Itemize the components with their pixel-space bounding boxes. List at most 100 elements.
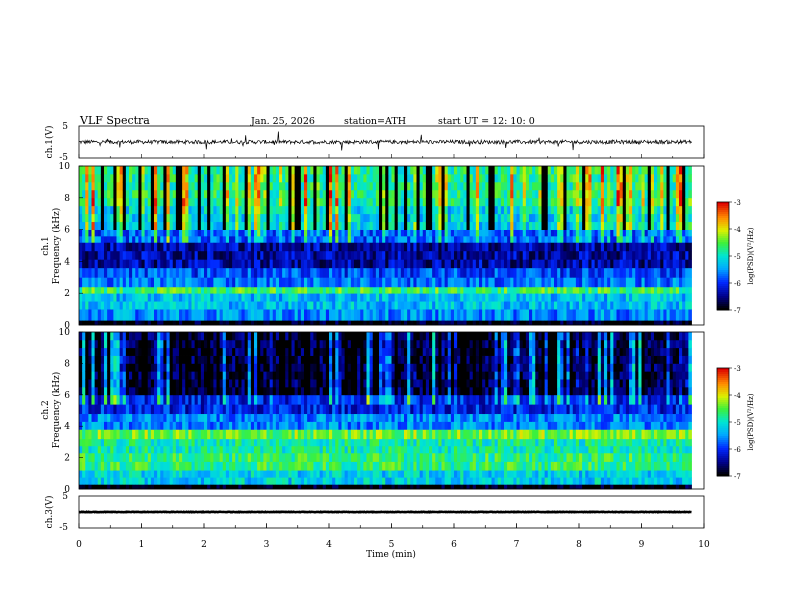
- spectrogram-cell: [282, 293, 286, 302]
- spectrogram-cell: [82, 267, 86, 278]
- colorbar-step: [717, 252, 729, 255]
- spectrogram-cell: [79, 320, 83, 326]
- spectrogram-cell: [679, 277, 683, 288]
- spectrogram-cell: [632, 221, 636, 230]
- spectrogram-cell: [141, 277, 146, 288]
- spectrogram-cell: [388, 205, 392, 215]
- spectrogram-cell: [291, 189, 296, 199]
- spectrogram-cell: [235, 235, 239, 243]
- spectrogram-cell: [385, 235, 389, 243]
- spectrogram-cell: [491, 213, 496, 223]
- spectrogram-cell: [257, 259, 261, 269]
- spectrogram-cell: [132, 189, 136, 199]
- spectrogram-cell: [388, 267, 392, 278]
- spectrogram-cell: [616, 286, 621, 294]
- spectrogram-cell: [182, 477, 186, 485]
- spectrogram-cell: [160, 484, 164, 490]
- spectrogram-cell: [94, 404, 99, 415]
- spectrogram-cell: [679, 166, 683, 175]
- spectrogram-cell: [229, 213, 233, 223]
- spectrogram-cell: [357, 189, 361, 199]
- spectrogram-cell: [100, 205, 105, 215]
- spectrogram-cell: [107, 213, 111, 223]
- spectrogram-cell: [341, 250, 346, 260]
- spectrogram-cell: [572, 235, 577, 243]
- spectrogram-cell: [88, 355, 92, 364]
- spectrogram-cell: [479, 267, 483, 278]
- spectrogram-cell: [88, 173, 92, 183]
- spectrogram-cell: [166, 445, 171, 454]
- spectrogram-cell: [119, 438, 124, 447]
- spectrogram-cell: [613, 267, 617, 278]
- spectrogram-cell: [204, 461, 208, 471]
- spectrogram-cell: [519, 235, 524, 243]
- spectrogram-cell: [575, 189, 580, 199]
- spectrogram-cell: [141, 286, 146, 294]
- spectrogram-cell: [310, 242, 314, 252]
- spectrogram-cell: [657, 181, 661, 191]
- spectrogram-cell: [100, 320, 105, 326]
- spectrogram-cell: [132, 461, 136, 471]
- spectrogram-cell: [382, 309, 386, 321]
- spectrogram-cell: [116, 379, 121, 388]
- spectrogram-cell: [247, 213, 252, 223]
- spectrogram-cell: [207, 259, 211, 269]
- spectrogram-cell: [563, 213, 567, 223]
- spectrogram-cell: [85, 229, 89, 237]
- spectrogram-cell: [254, 205, 258, 215]
- spectrogram-cell: [194, 461, 199, 471]
- spectrogram-cell: [410, 259, 414, 269]
- spectrogram-cell: [538, 293, 542, 302]
- spectrogram-cell: [204, 477, 208, 485]
- spectrogram-cell: [522, 320, 527, 326]
- spectrogram-cell: [394, 181, 399, 191]
- spectrogram-cell: [500, 301, 505, 310]
- spectrogram-cell: [169, 205, 174, 215]
- colorbar-step: [717, 268, 729, 271]
- spectrogram-cell: [200, 189, 205, 199]
- spectrogram-cell: [560, 229, 564, 237]
- spectrogram-cell: [572, 267, 577, 278]
- spectrogram-cell: [510, 277, 514, 288]
- spectrogram-cell: [172, 301, 177, 310]
- spectrogram-cell: [529, 221, 533, 230]
- spectrogram-cell: [519, 277, 524, 288]
- spectrogram-cell: [179, 166, 183, 175]
- spectrogram-cell: [100, 197, 105, 207]
- spectrogram-cell: [635, 277, 639, 288]
- spectrogram-cell: [472, 205, 477, 215]
- spectrogram-cell: [225, 309, 230, 321]
- spectrogram-cell: [197, 477, 202, 485]
- spectrogram-cell: [97, 438, 102, 447]
- spectrogram-cell: [335, 205, 339, 215]
- spectrogram-cell: [319, 221, 324, 230]
- spectrogram-cell: [163, 205, 167, 215]
- spectrogram-cell: [394, 293, 399, 302]
- spectrogram-cell: [279, 301, 283, 310]
- spectrogram-cell: [404, 267, 408, 278]
- spectrogram-cell: [407, 286, 411, 294]
- spectrogram-cell: [138, 286, 142, 294]
- spectrogram-cell: [388, 277, 392, 288]
- spectrogram-cell: [207, 355, 211, 364]
- spectrogram-cell: [644, 229, 649, 237]
- spectrogram-cell: [269, 277, 274, 288]
- spectrogram-cell: [219, 371, 224, 380]
- spectrogram-cell: [579, 286, 583, 294]
- spectrogram-cell: [82, 286, 86, 294]
- spectrogram-cell: [588, 213, 592, 223]
- spectrogram-cell: [100, 221, 105, 230]
- spectrogram-cell: [647, 309, 652, 321]
- spectrogram-cell: [116, 363, 121, 372]
- spectrogram-cell: [666, 293, 671, 302]
- spectrogram-cell: [238, 250, 242, 260]
- spectrogram-cell: [375, 250, 380, 260]
- spectrogram-cell: [607, 173, 611, 183]
- spectrogram-cell: [210, 166, 214, 175]
- spectrogram-cell: [232, 242, 236, 252]
- spectrogram-cell: [510, 221, 514, 230]
- spectrogram-cell: [291, 213, 296, 223]
- spectrogram-cell: [425, 320, 430, 326]
- spectrogram-cell: [138, 213, 142, 223]
- spectrogram-cell: [179, 332, 183, 341]
